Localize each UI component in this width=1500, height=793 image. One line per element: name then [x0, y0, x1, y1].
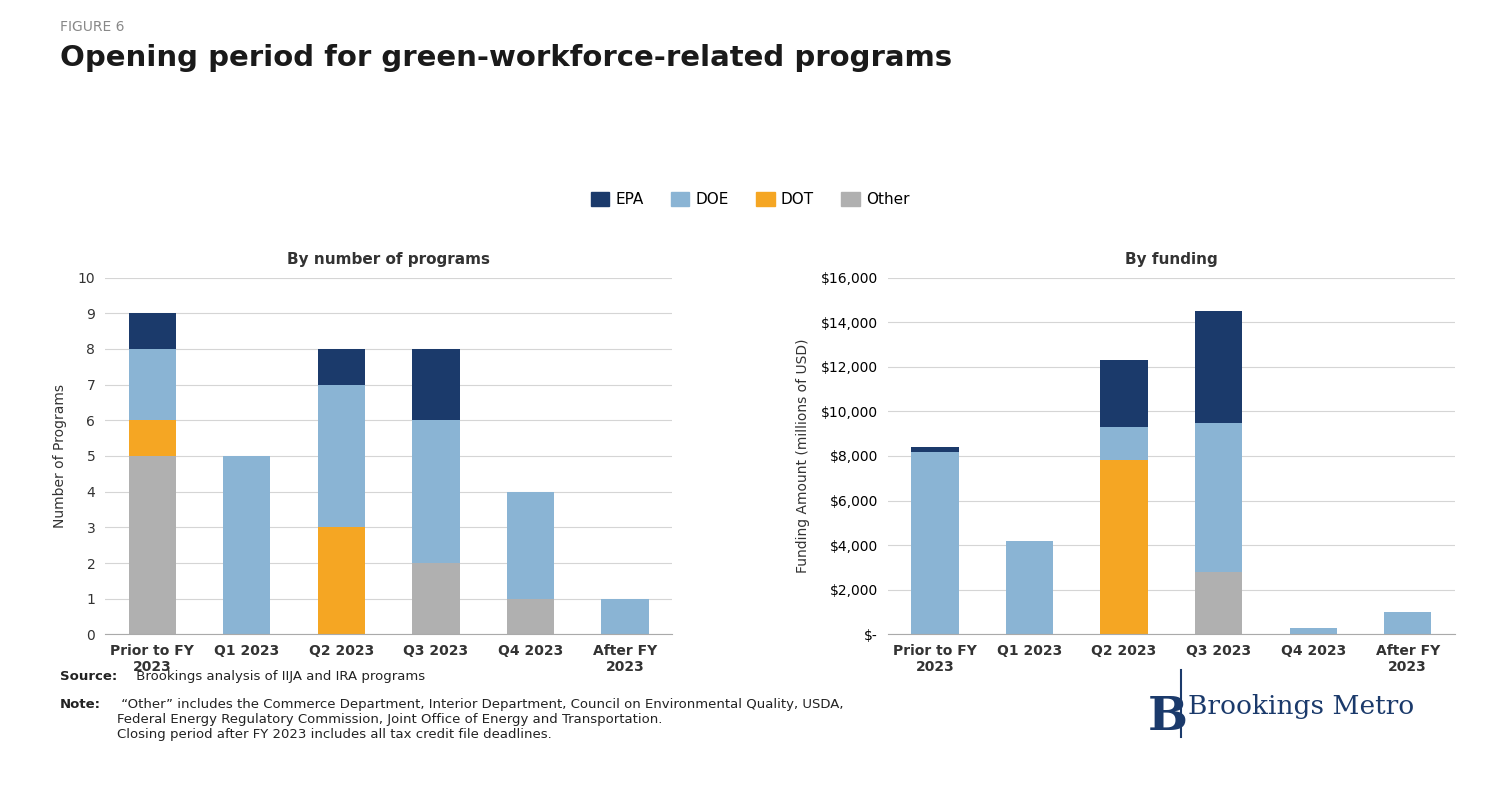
Text: Brookings Metro: Brookings Metro	[1188, 694, 1414, 719]
Bar	[912, 447, 958, 451]
Y-axis label: Funding Amount (millions of USD): Funding Amount (millions of USD)	[795, 339, 810, 573]
Y-axis label: Number of Programs: Number of Programs	[53, 384, 66, 528]
Bar	[129, 313, 176, 349]
Bar	[912, 451, 958, 634]
Bar	[318, 385, 364, 527]
Bar	[318, 527, 364, 634]
Bar	[1290, 628, 1336, 634]
Bar	[1101, 461, 1148, 634]
Bar	[1101, 427, 1148, 461]
Bar	[1196, 423, 1242, 572]
Bar	[413, 349, 459, 420]
Text: B: B	[1148, 694, 1188, 740]
Text: Opening period for green-workforce-related programs: Opening period for green-workforce-relat…	[60, 44, 952, 71]
Bar	[224, 456, 270, 634]
Bar	[318, 349, 364, 385]
Bar	[129, 349, 176, 420]
Bar	[413, 420, 459, 563]
Bar	[1007, 541, 1053, 634]
Text: Brookings analysis of IIJA and IRA programs: Brookings analysis of IIJA and IRA progr…	[132, 670, 424, 683]
Bar	[507, 492, 554, 599]
Bar	[1101, 360, 1148, 427]
Text: Source:: Source:	[60, 670, 117, 683]
Bar	[1384, 612, 1431, 634]
Bar	[413, 563, 459, 634]
Bar	[602, 599, 648, 634]
Title: By number of programs: By number of programs	[286, 251, 490, 266]
Text: “Other” includes the Commerce Department, Interior Department, Council on Enviro: “Other” includes the Commerce Department…	[117, 698, 843, 741]
Bar	[1196, 572, 1242, 634]
Title: By funding: By funding	[1125, 251, 1218, 266]
Bar	[507, 599, 554, 634]
Text: FIGURE 6: FIGURE 6	[60, 20, 124, 34]
Bar	[1196, 311, 1242, 423]
Text: Note:: Note:	[60, 698, 100, 711]
Bar	[129, 420, 176, 456]
Bar	[129, 456, 176, 634]
Legend: EPA, DOE, DOT, Other: EPA, DOE, DOT, Other	[585, 186, 915, 213]
